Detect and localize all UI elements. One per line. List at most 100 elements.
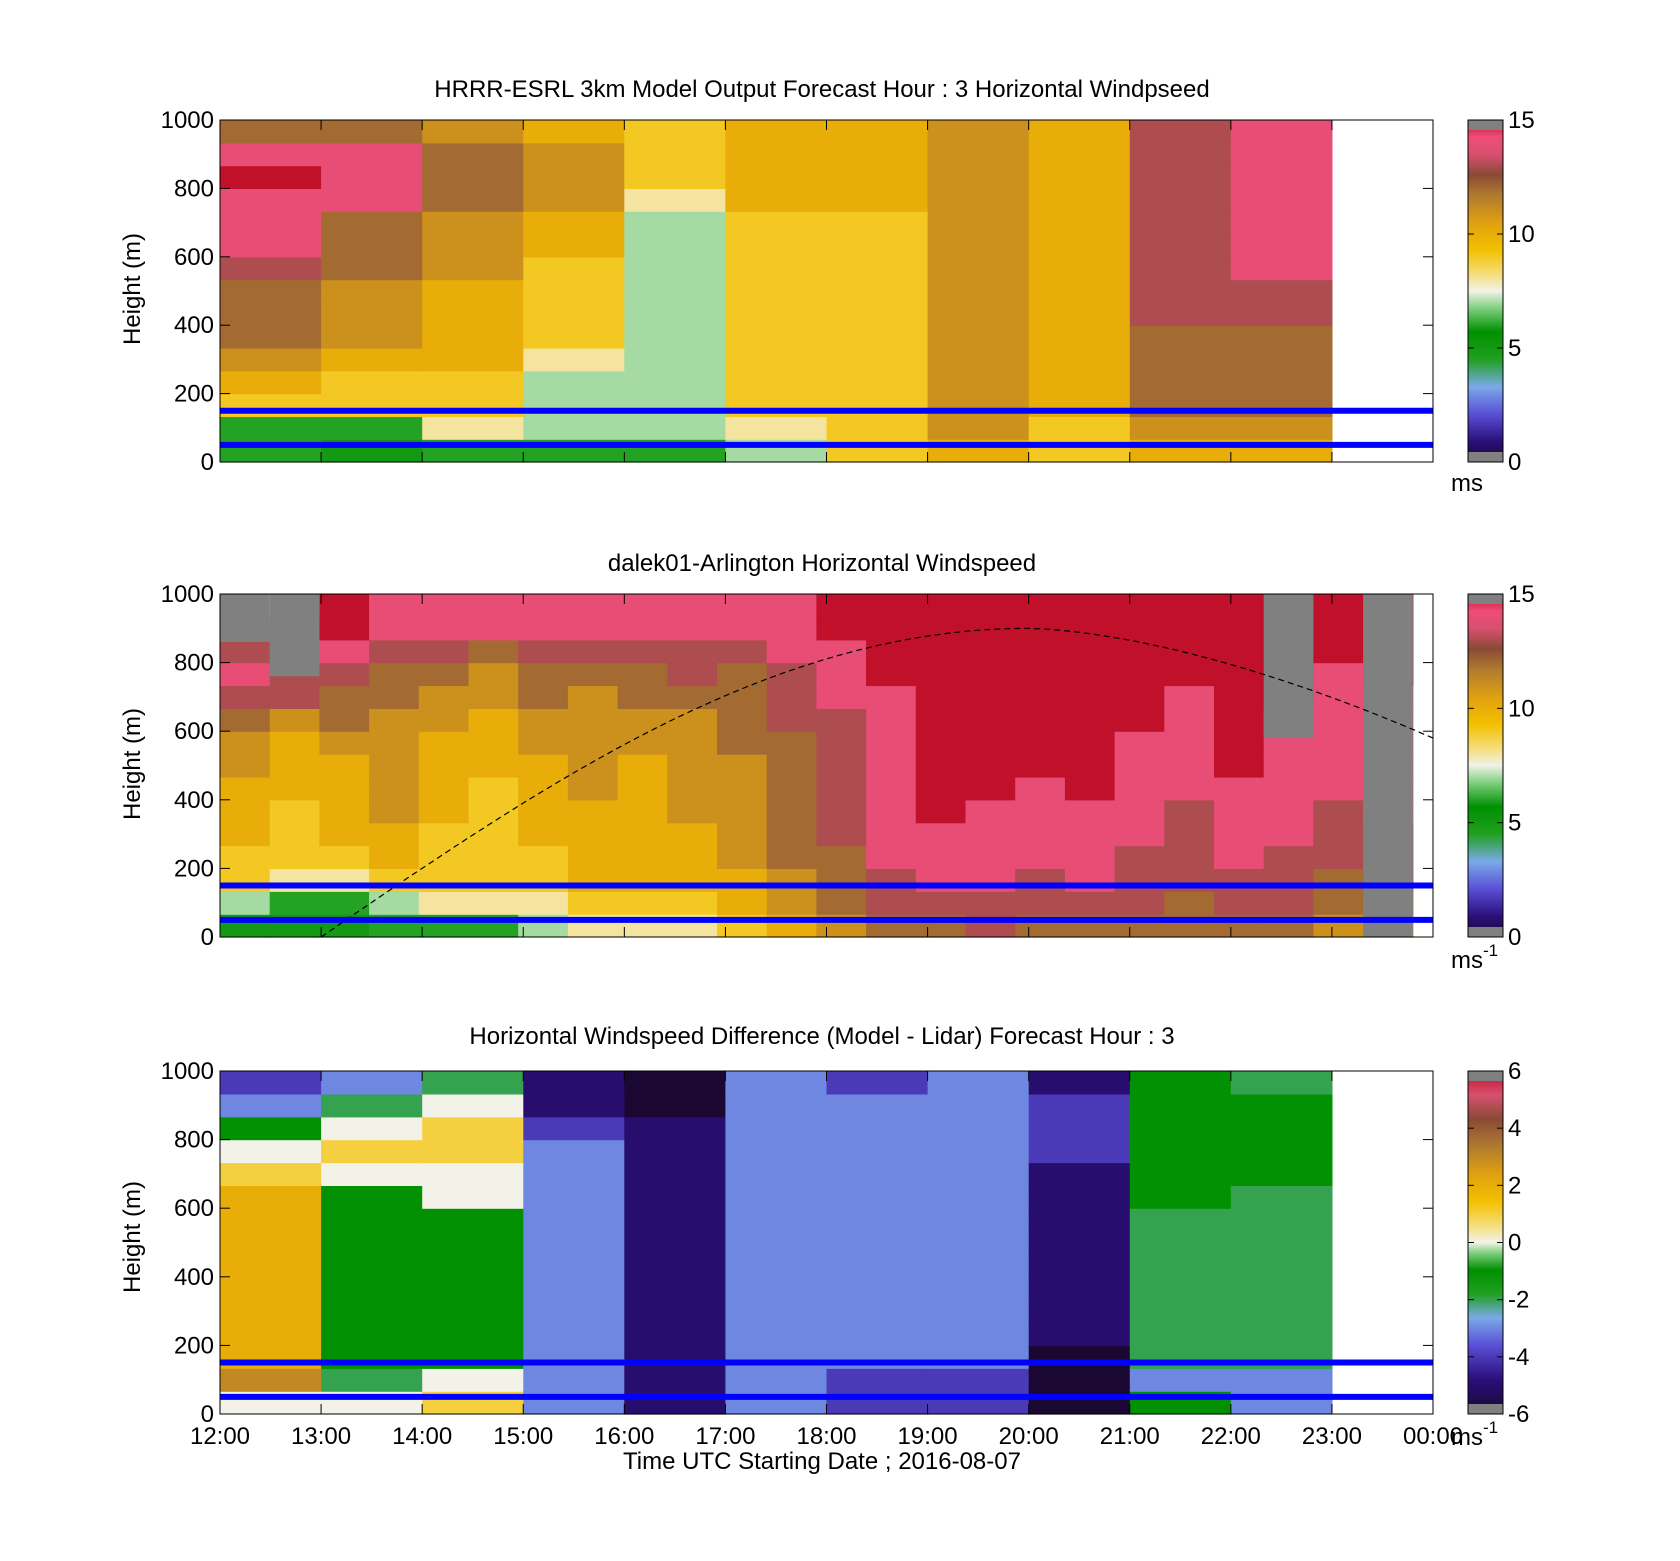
heat-cell [523, 1185, 625, 1209]
heat-cell [965, 662, 1016, 687]
heat-cell [866, 754, 917, 778]
heat-cell [321, 416, 423, 440]
heat-cell [1114, 845, 1165, 869]
colorbar-over [1468, 120, 1503, 130]
heat-cell [927, 370, 1030, 395]
heat-cell [422, 256, 524, 281]
x-tick-label: 15:00 [493, 1423, 553, 1450]
colorbar-over [1468, 1071, 1503, 1081]
heat-cell [321, 1139, 423, 1164]
heat-cell [717, 662, 768, 687]
heat-cell [321, 1231, 423, 1255]
heat-cell [766, 685, 817, 709]
heat-cell [866, 616, 917, 641]
heat-cell [1230, 416, 1333, 440]
y-axis-label: Height (m) [119, 708, 146, 820]
heat-cell [1015, 754, 1066, 778]
heat-cell [866, 822, 917, 847]
heat-cell [1230, 325, 1333, 349]
heat-cell [1114, 822, 1165, 847]
heat-cell [624, 1276, 726, 1301]
heat-cell [1064, 616, 1116, 641]
y-tick-label: 0 [201, 449, 214, 476]
heat-cell [826, 142, 929, 167]
heat-cell [1164, 594, 1215, 618]
heat-cell [422, 1139, 524, 1164]
heat-cell [624, 279, 726, 303]
heat-cell [927, 416, 1030, 440]
heat-cell [1263, 754, 1314, 778]
heat-cell [220, 776, 271, 801]
heat-cell [927, 1368, 1030, 1392]
heat-cell [567, 639, 619, 664]
heat-cell [624, 1368, 726, 1392]
heat-cell [624, 1093, 726, 1118]
heat-cell [1129, 1162, 1232, 1186]
heat-cell [422, 279, 524, 303]
heat-cell [321, 302, 423, 326]
heat-cell [927, 1276, 1030, 1301]
heat-cell [220, 188, 322, 212]
heat-cell [321, 279, 423, 303]
heat-cell [1028, 1322, 1131, 1346]
heat-cell [269, 845, 320, 869]
heat-cell [927, 325, 1030, 349]
heat-cell [567, 616, 619, 641]
heat-cell [220, 1368, 322, 1392]
heat-cell [624, 416, 726, 440]
heat-cell [319, 776, 370, 801]
heat-cell [717, 708, 768, 732]
heat-cell [1230, 1116, 1333, 1141]
heat-cell [369, 639, 420, 664]
heat-cell [1313, 799, 1364, 824]
heat-cell [422, 1162, 524, 1186]
heat-cell [1230, 1299, 1333, 1324]
heat-cell [321, 120, 423, 144]
heat-cell [220, 1231, 322, 1255]
heat-cell [717, 822, 768, 847]
heat-cell [816, 616, 867, 641]
heat-cell [826, 1368, 929, 1392]
heat-cell [1230, 1253, 1333, 1278]
x-tick-label: 17:00 [695, 1423, 755, 1450]
heat-cell [1263, 845, 1314, 869]
heat-cell [717, 845, 768, 869]
heat-cell [617, 731, 668, 755]
heat-cell [319, 639, 370, 664]
x-tick-label: 21:00 [1100, 1423, 1160, 1450]
heat-cell [1129, 370, 1232, 395]
heat-cell [624, 165, 726, 189]
heat-cell [1064, 776, 1116, 801]
heat-cell [319, 594, 370, 618]
heat-cell [1028, 1208, 1131, 1232]
heat-cell [965, 822, 1016, 847]
heat-cell [422, 188, 524, 212]
heat-cell [927, 1208, 1030, 1232]
heat-cell [1230, 370, 1333, 395]
heat-cell [965, 799, 1016, 824]
heat-cell [1263, 822, 1314, 847]
heat-cell [826, 348, 929, 372]
heat-cell [816, 776, 867, 801]
heat-cell [523, 1299, 625, 1324]
heat-cell [422, 1116, 524, 1141]
heat-cell [866, 594, 917, 618]
heat-cell [321, 1208, 423, 1232]
colorbar [1468, 120, 1503, 462]
heat-cell [915, 639, 967, 664]
colorbar-tick-label: 10 [1508, 221, 1535, 248]
heat-cell [624, 256, 726, 281]
heat-cell [866, 708, 917, 732]
heat-cell [220, 302, 322, 326]
heat-cell [624, 234, 726, 258]
heat-cell [1028, 120, 1131, 144]
heat-cell [220, 685, 271, 709]
heat-cell [624, 1322, 726, 1346]
x-tick-label: 12:00 [190, 1423, 250, 1450]
heat-cell [1230, 211, 1333, 235]
heat-cell [667, 891, 718, 915]
unit-base: ms [1451, 947, 1483, 974]
heat-cell [766, 799, 817, 824]
heat-cell [624, 1071, 726, 1095]
heat-cell [826, 325, 929, 349]
